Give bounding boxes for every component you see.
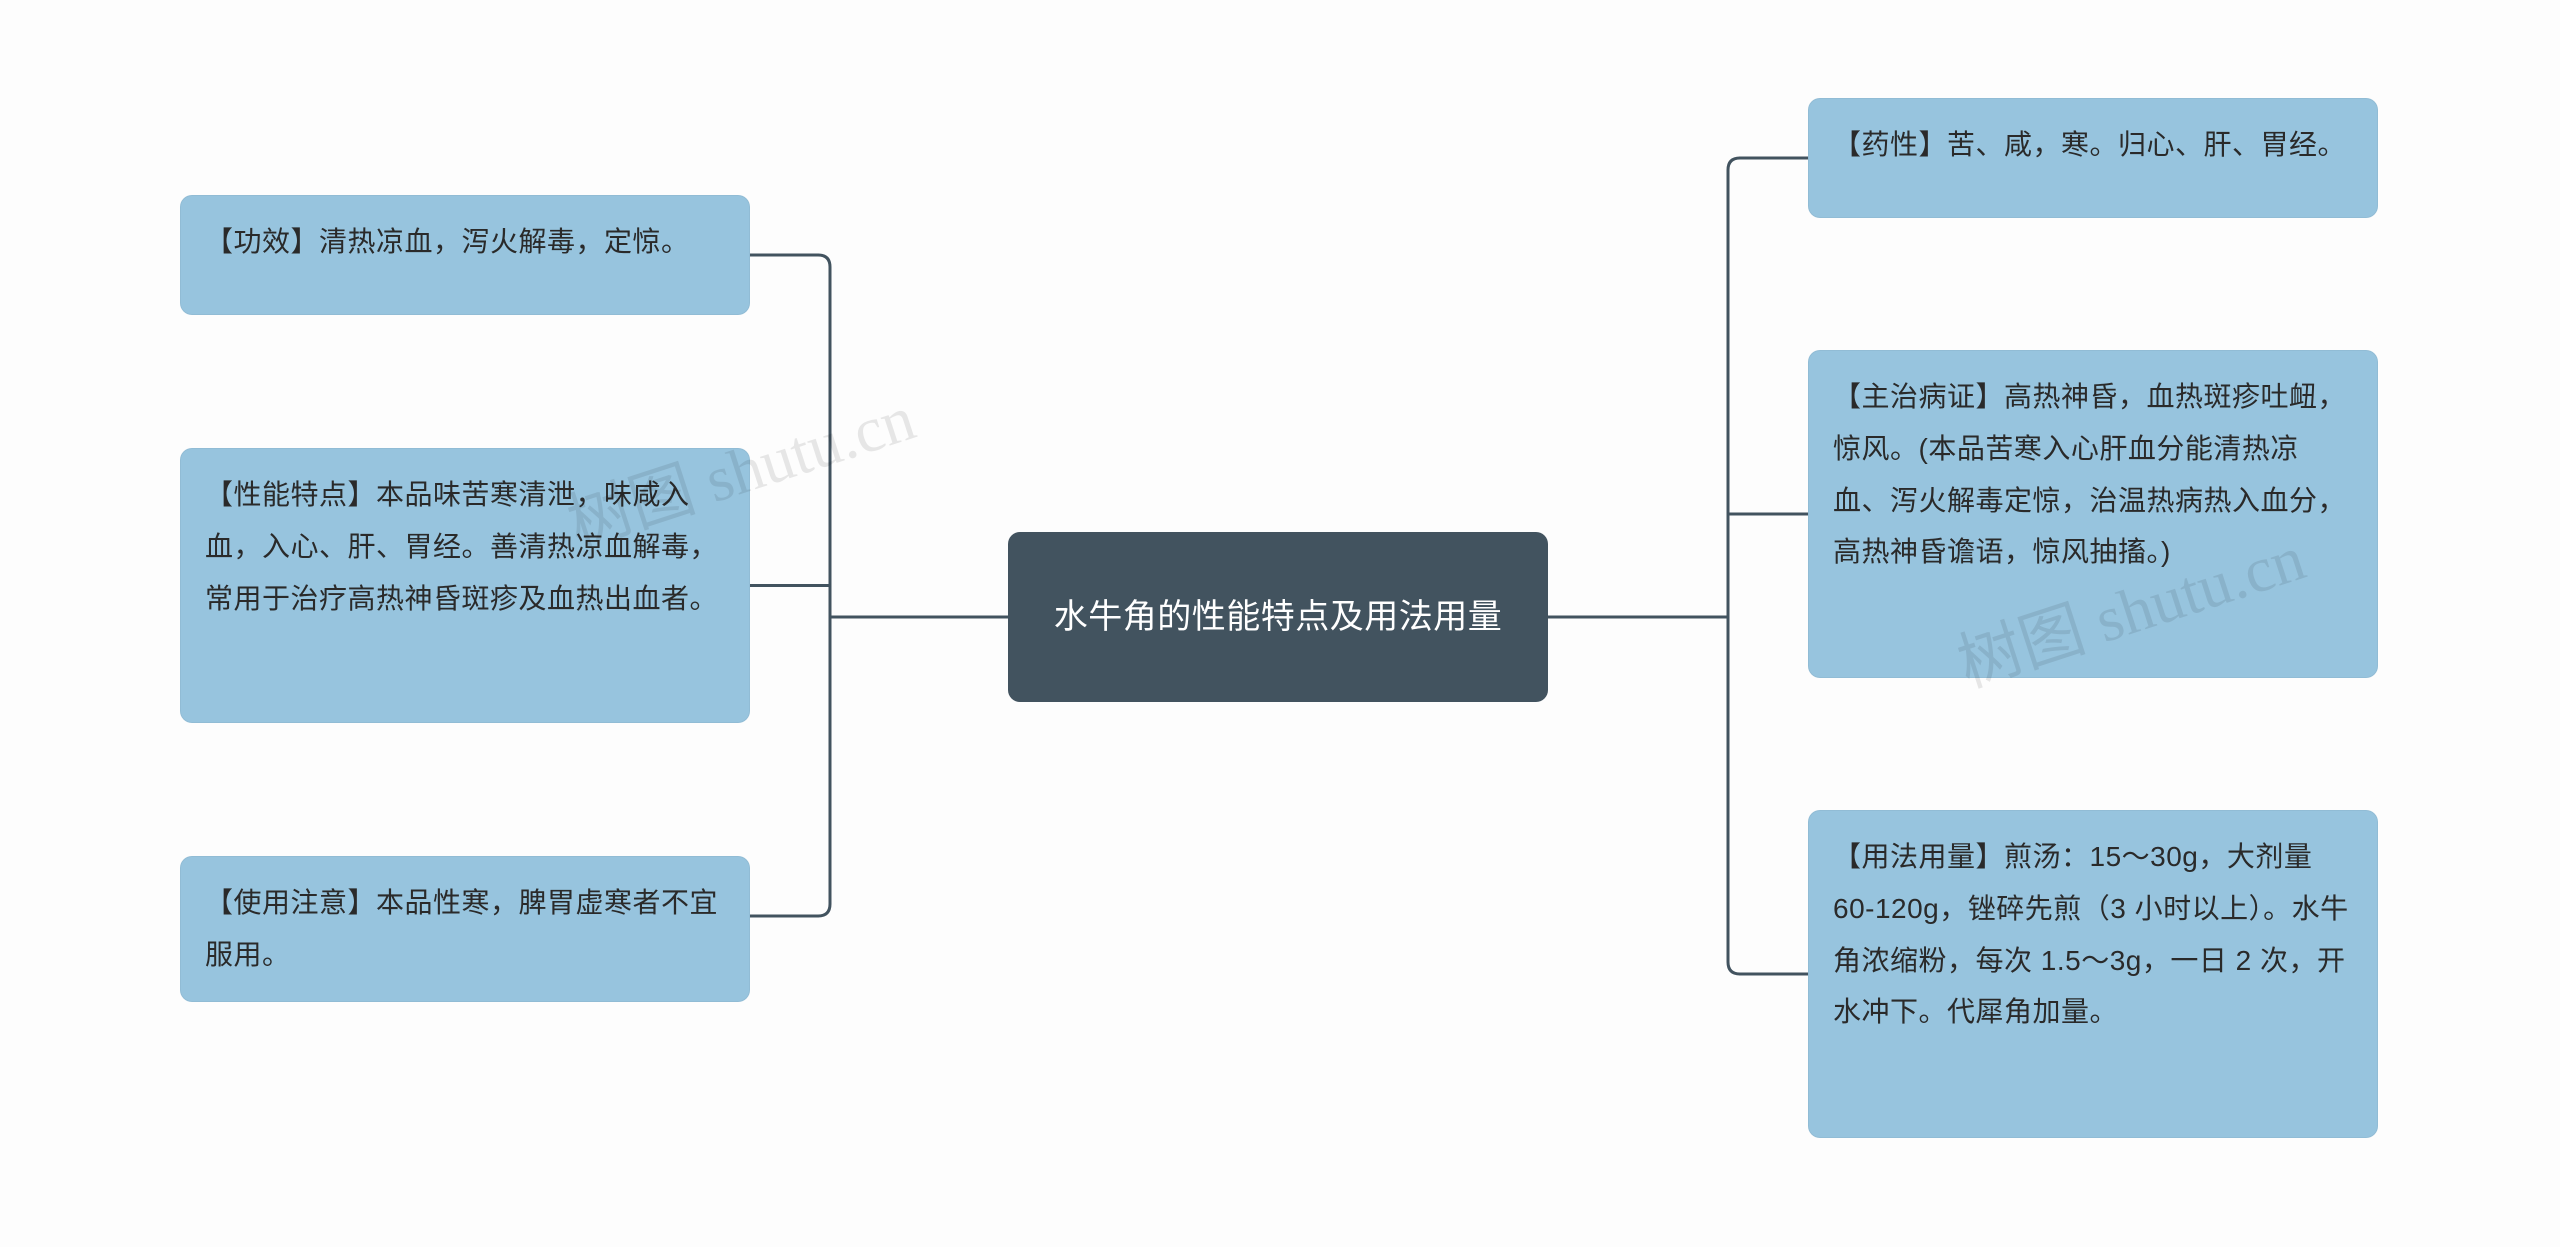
mindmap-canvas: 水牛角的性能特点及用法用量 【功效】清热凉血，泻火解毒，定惊。 【性能特点】本品… [0, 0, 2560, 1247]
leaf-caution: 【使用注意】本品性寒，脾胃虚寒者不宜服用。 [180, 856, 750, 1002]
leaf-features-text: 【性能特点】本品味苦寒清泄，味咸入血，入心、肝、胃经。善清热凉血解毒，常用于治疗… [205, 479, 718, 614]
leaf-dosage: 【用法用量】煎汤：15～30g，大剂量 60-120g，锉碎先煎（3 小时以上）… [1808, 810, 2378, 1138]
leaf-nature: 【药性】苦、咸，寒。归心、肝、胃经。 [1808, 98, 2378, 218]
root-label: 水牛角的性能特点及用法用量 [1054, 590, 1503, 644]
leaf-indication: 【主治病证】高热神昏，血热斑疹吐衄，惊风。(本品苦寒入心肝血分能清热凉血、泻火解… [1808, 350, 2378, 678]
leaf-caution-text: 【使用注意】本品性寒，脾胃虚寒者不宜服用。 [205, 887, 718, 970]
root-node: 水牛角的性能特点及用法用量 [1008, 532, 1548, 702]
leaf-features: 【性能特点】本品味苦寒清泄，味咸入血，入心、肝、胃经。善清热凉血解毒，常用于治疗… [180, 448, 750, 723]
leaf-indication-text: 【主治病证】高热神昏，血热斑疹吐衄，惊风。(本品苦寒入心肝血分能清热凉血、泻火解… [1833, 381, 2346, 567]
leaf-efficacy: 【功效】清热凉血，泻火解毒，定惊。 [180, 195, 750, 315]
leaf-nature-text: 【药性】苦、咸，寒。归心、肝、胃经。 [1833, 129, 2346, 160]
leaf-efficacy-text: 【功效】清热凉血，泻火解毒，定惊。 [205, 226, 690, 257]
leaf-dosage-text: 【用法用量】煎汤：15～30g，大剂量 60-120g，锉碎先煎（3 小时以上）… [1833, 841, 2349, 1027]
